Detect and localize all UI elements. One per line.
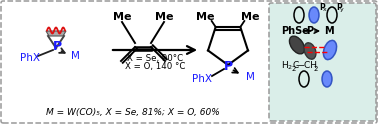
Text: PhX: PhX bbox=[20, 53, 40, 63]
Ellipse shape bbox=[324, 40, 336, 60]
Text: P: P bbox=[306, 26, 313, 36]
Text: Me: Me bbox=[113, 12, 131, 22]
Text: y: y bbox=[340, 7, 344, 12]
FancyBboxPatch shape bbox=[1, 1, 377, 123]
Text: Me: Me bbox=[241, 12, 260, 22]
Text: 2: 2 bbox=[314, 66, 318, 72]
Text: P: P bbox=[336, 3, 342, 13]
Text: Me: Me bbox=[155, 12, 173, 22]
Text: PhX: PhX bbox=[192, 74, 212, 84]
Ellipse shape bbox=[322, 71, 332, 87]
Ellipse shape bbox=[309, 7, 319, 23]
Text: —: — bbox=[302, 26, 312, 36]
Text: X = Se, 90°C: X = Se, 90°C bbox=[127, 53, 183, 62]
Text: M: M bbox=[71, 51, 79, 61]
Text: P: P bbox=[223, 61, 232, 74]
Ellipse shape bbox=[290, 36, 305, 54]
Text: M: M bbox=[324, 26, 334, 36]
Text: Me: Me bbox=[197, 12, 215, 22]
Text: —CH: —CH bbox=[296, 62, 318, 71]
Text: 2: 2 bbox=[292, 66, 296, 72]
Text: x: x bbox=[323, 7, 327, 12]
Text: X = O, 140 °C: X = O, 140 °C bbox=[125, 62, 185, 71]
Text: P: P bbox=[53, 40, 62, 52]
FancyBboxPatch shape bbox=[269, 3, 376, 121]
Ellipse shape bbox=[304, 43, 316, 59]
Text: H$_2$C: H$_2$C bbox=[281, 60, 300, 72]
Text: M: M bbox=[246, 72, 254, 82]
Text: PhSe: PhSe bbox=[281, 26, 309, 36]
Text: P: P bbox=[319, 3, 325, 13]
Text: M = W(CO)₅, X = Se, 81%; X = O, 60%: M = W(CO)₅, X = Se, 81%; X = O, 60% bbox=[46, 108, 220, 118]
Polygon shape bbox=[46, 31, 66, 36]
